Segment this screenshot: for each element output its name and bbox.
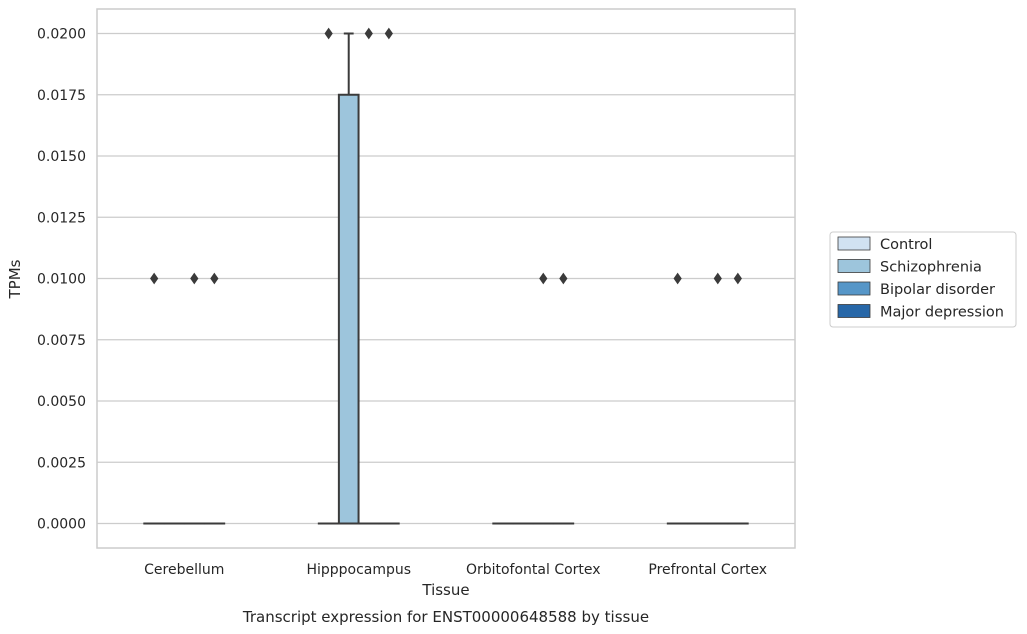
y-tick-label: 0.0050 [37, 394, 86, 410]
outlier-point [559, 272, 568, 285]
box-bipolar-disorder [532, 272, 555, 525]
x-tick-label: Cerebellum [144, 562, 224, 578]
box-major-depression [203, 272, 226, 525]
box-body [337, 93, 360, 525]
box-control [317, 27, 340, 525]
y-axis-ticks: 0.0000 0.0025 0.0050 0.0075 0.0100 0.0125 0.01… [37, 27, 86, 533]
outlier-point [364, 27, 373, 40]
outlier-point [324, 27, 333, 40]
x-tick-label: Orbitofontal Cortex [466, 562, 601, 578]
y-tick-label: 0.0100 [37, 272, 86, 288]
legend-label: Major depression [880, 305, 1004, 321]
box-bipolar-disorder [357, 27, 380, 525]
grid-lines [97, 32, 795, 525]
x-tick-label: Hipppocampus [306, 562, 411, 578]
outlier-point [713, 272, 722, 285]
box-plot-marks [143, 27, 749, 525]
x-axis-ticks: Cerebellum Hipppocampus Orbitofontal Corte… [144, 562, 767, 578]
outlier-point [150, 272, 159, 285]
outlier-point [733, 272, 742, 285]
box-schizophrenia [337, 32, 360, 525]
box-control [666, 272, 689, 525]
legend-swatch [837, 259, 871, 273]
box-bipolar-disorder [183, 272, 206, 525]
y-tick-label: 0.0025 [37, 455, 86, 471]
y-tick-label: 0.0200 [37, 27, 86, 43]
y-tick-label: 0.0125 [37, 210, 86, 226]
y-tick-label: 0.0075 [37, 333, 86, 349]
legend: Control Schizophrenia Bipolar disorder Majo… [829, 231, 1017, 328]
x-axis-label: Tissue [421, 581, 469, 599]
legend-swatch [837, 281, 871, 296]
box-major-depression [727, 272, 749, 525]
box-bipolar-disorder [706, 272, 729, 525]
legend-label: Schizophrenia [880, 260, 982, 276]
y-axis-label: TPMs [6, 259, 24, 299]
outlier-point [210, 272, 219, 285]
y-tick-label: 0.0000 [37, 517, 86, 533]
outlier-point [190, 272, 199, 285]
legend-label: Bipolar disorder [880, 282, 995, 298]
box-major-depression [378, 27, 400, 525]
legend-swatch [837, 304, 871, 318]
outlier-point [384, 27, 393, 40]
chart-title: Transcript expression for ENST0000064858… [242, 608, 649, 626]
outlier-point [539, 272, 548, 285]
legend-label: Control [880, 237, 932, 253]
legend-frame [829, 231, 1017, 328]
legend-swatch [837, 236, 871, 251]
plot-area-frame [96, 8, 796, 549]
y-tick-label: 0.0150 [37, 149, 86, 165]
y-tick-label: 0.0175 [37, 88, 86, 104]
box-control [143, 272, 165, 525]
x-tick-label: Prefrontal Cortex [648, 562, 767, 578]
box-major-depression [552, 272, 575, 525]
outlier-point [673, 272, 682, 285]
